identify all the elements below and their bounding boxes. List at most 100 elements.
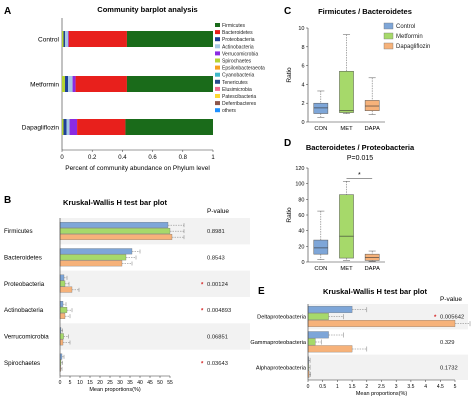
- y-tick-label: 2: [301, 101, 304, 107]
- bar-bacteroidetes-metformin: [59, 254, 127, 261]
- x-axis-label: Mean proportions(%): [356, 391, 408, 397]
- x-tick-label-con: CON: [314, 266, 327, 272]
- chart-title: Kruskal-Wallis H test bar plot: [63, 198, 167, 207]
- legend-swatch-dapagliflozin: [383, 42, 394, 50]
- bar-metformin-actinobacteria: [68, 76, 73, 92]
- y-tick-label: 20: [298, 244, 304, 250]
- box-con: [313, 239, 329, 255]
- x-axis-label: Mean proportions(%): [89, 387, 141, 393]
- x-tick-label: 15: [87, 380, 93, 386]
- x-tick-label-met: MET: [340, 126, 353, 132]
- chart-title: Kruskal-Wallis H test bar plot: [323, 287, 427, 296]
- bar-bacteroidetes-dapagliflozin: [59, 260, 123, 267]
- chart-title: Community barplot analysis: [97, 5, 197, 14]
- x-tick-label: 1: [336, 384, 339, 390]
- bar-dapagliflozin-verrucomicrobia: [69, 119, 78, 135]
- x-tick-label: 0.8: [179, 155, 188, 161]
- category-label-bacteroidetes: Bacteroidetes: [4, 255, 42, 262]
- x-tick-label: 25: [107, 380, 113, 386]
- bar-actinobacteria-dapagliflozin: [59, 313, 66, 319]
- chart-title: Bacteroidetes / Proteobacteria: [306, 143, 415, 152]
- legend-swatch-firmicutes: [215, 23, 220, 27]
- legend-label-control: Control: [396, 24, 415, 30]
- legend-label-proteobacteria: Proteobacteria: [222, 37, 255, 43]
- significance-star-spirochaetes: *: [201, 361, 204, 367]
- pvalue-spirochaetes: 0.03643: [207, 361, 228, 367]
- category-label-proteobacteria: Proteobacteria: [4, 281, 45, 288]
- x-tick-label: 3: [395, 384, 398, 390]
- legend-label-deferribacteres: Deferribacteres: [222, 101, 257, 107]
- x-tick-label: 10: [77, 380, 83, 386]
- y-tick-label: 4: [301, 82, 304, 88]
- legend-label-tenericutes: Tenericutes: [222, 80, 248, 86]
- legend-label-actinobacteria: Actinobacteria: [222, 44, 254, 50]
- legend-label-spirochaetes: Spirochaetes: [222, 59, 252, 65]
- bar-dapagliflozin-firmicutes: [125, 119, 213, 135]
- pvalue-alphaproteobacteria: 0.1732: [440, 365, 458, 371]
- x-tick-label: 1: [211, 155, 215, 161]
- bar-deltaproteobacteria-control: [307, 306, 353, 313]
- bar-verrucomicrobia-dapagliflozin: [59, 339, 64, 346]
- bar-gammaproteobacteria-dapagliflozin: [307, 345, 353, 353]
- row-band: [308, 354, 468, 380]
- panel-c-firmicutes-bacteroidetes-box: C Firmicutes / Bacteroidetes 0 2 4 6 8 10 Ratio C…: [284, 6, 430, 132]
- legend-label-firmicutes: Firmicutes: [222, 23, 246, 29]
- panel-label-a: A: [4, 6, 11, 17]
- bar-control-firmicutes: [126, 31, 213, 47]
- x-tick-label: 5: [454, 384, 457, 390]
- x-tick-label: 2: [365, 384, 368, 390]
- x-tick-label: 0.4: [118, 155, 127, 161]
- significance-star-deltaproteobacteria: *: [434, 315, 437, 321]
- panel-b-kruskal-wallis-phylum: B Kruskal-Wallis H test bar plot P-value Fi…: [4, 195, 250, 393]
- x-tick-label: 35: [127, 380, 133, 386]
- bar-control-actinobacteria: [65, 31, 69, 47]
- x-tick-label: 0: [307, 384, 310, 390]
- panel-label-d: D: [284, 138, 291, 149]
- panel-label-c: C: [284, 6, 291, 17]
- legend-swatch-patescibacteria: [215, 94, 220, 98]
- category-label-deltaproteobacteria: Deltaproteobacteria: [257, 315, 307, 321]
- legend-label-bacteroidetes: Bacteroidetes: [222, 30, 253, 36]
- panel-e-kruskal-wallis-class: E Kruskal-Wallis H test bar plot P-value De…: [250, 286, 471, 397]
- legend-swatch-metformin: [383, 32, 394, 40]
- bar-proteobacteria-metformin: [59, 280, 66, 287]
- significance-star-proteobacteria: *: [201, 282, 204, 288]
- x-tick-label: 20: [97, 380, 103, 386]
- bar-firmicutes-dapagliflozin: [59, 234, 173, 240]
- bar-actinobacteria-metformin: [59, 307, 68, 313]
- pvalue-deltaproteobacteria: 0.005642: [440, 315, 464, 321]
- bar-dapagliflozin-actinobacteria: [66, 119, 70, 135]
- pvalue-bacteroidetes: 0.8543: [207, 256, 225, 262]
- y-axis-label: Ratio: [286, 67, 293, 83]
- x-tick-label: 0: [59, 380, 62, 386]
- category-label-actinobacteria: Actinobacteria: [4, 307, 44, 314]
- bar-metformin-spirochaetes: [62, 76, 66, 92]
- category-label-gammaproteobacteria: Gammaproteobacteria: [250, 340, 307, 346]
- bar-metformin-verrucomicrobia: [72, 76, 76, 92]
- category-label-firmicutes: Firmicutes: [4, 228, 33, 235]
- bar-deltaproteobacteria-metformin: [307, 313, 329, 320]
- legend-swatch-actinobacteria: [215, 44, 220, 49]
- panel-a-community-barplot: A Community barplot analysis 0 0.2 0.4 0.6 0.8…: [4, 5, 265, 172]
- x-tick-label: 40: [137, 380, 143, 386]
- legend-label-cyanobacteria: Cyanobacteria: [222, 73, 254, 79]
- x-tick-label-met: MET: [340, 266, 353, 272]
- pvalue-verrucomicrobia: 0.06851: [207, 335, 228, 341]
- bar-dapagliflozin-spirochaetes: [62, 119, 64, 135]
- y-tick-label: 6: [301, 64, 304, 70]
- bar-actinobacteria-control: [59, 301, 64, 307]
- category-label-control: Control: [38, 37, 60, 44]
- x-tick-label: 50: [157, 380, 163, 386]
- bar-metformin-firmicutes: [126, 76, 213, 92]
- bar-proteobacteria-dapagliflozin: [59, 286, 73, 293]
- x-tick-label: 4.5: [437, 384, 444, 390]
- row-band: [60, 270, 250, 297]
- pvalue-gammaproteobacteria: 0.329: [440, 340, 455, 346]
- bar-firmicutes-metformin: [59, 228, 171, 234]
- bar-firmicutes-control: [59, 222, 169, 228]
- panel-label-b: B: [4, 195, 11, 206]
- legend-swatch-elusimicrobia: [215, 86, 220, 91]
- legend-label-dapagliflozin: Dapagliflozin: [396, 44, 430, 50]
- legend-label-epsilonbacteraeota: Epsilonbacteraeota: [222, 66, 265, 72]
